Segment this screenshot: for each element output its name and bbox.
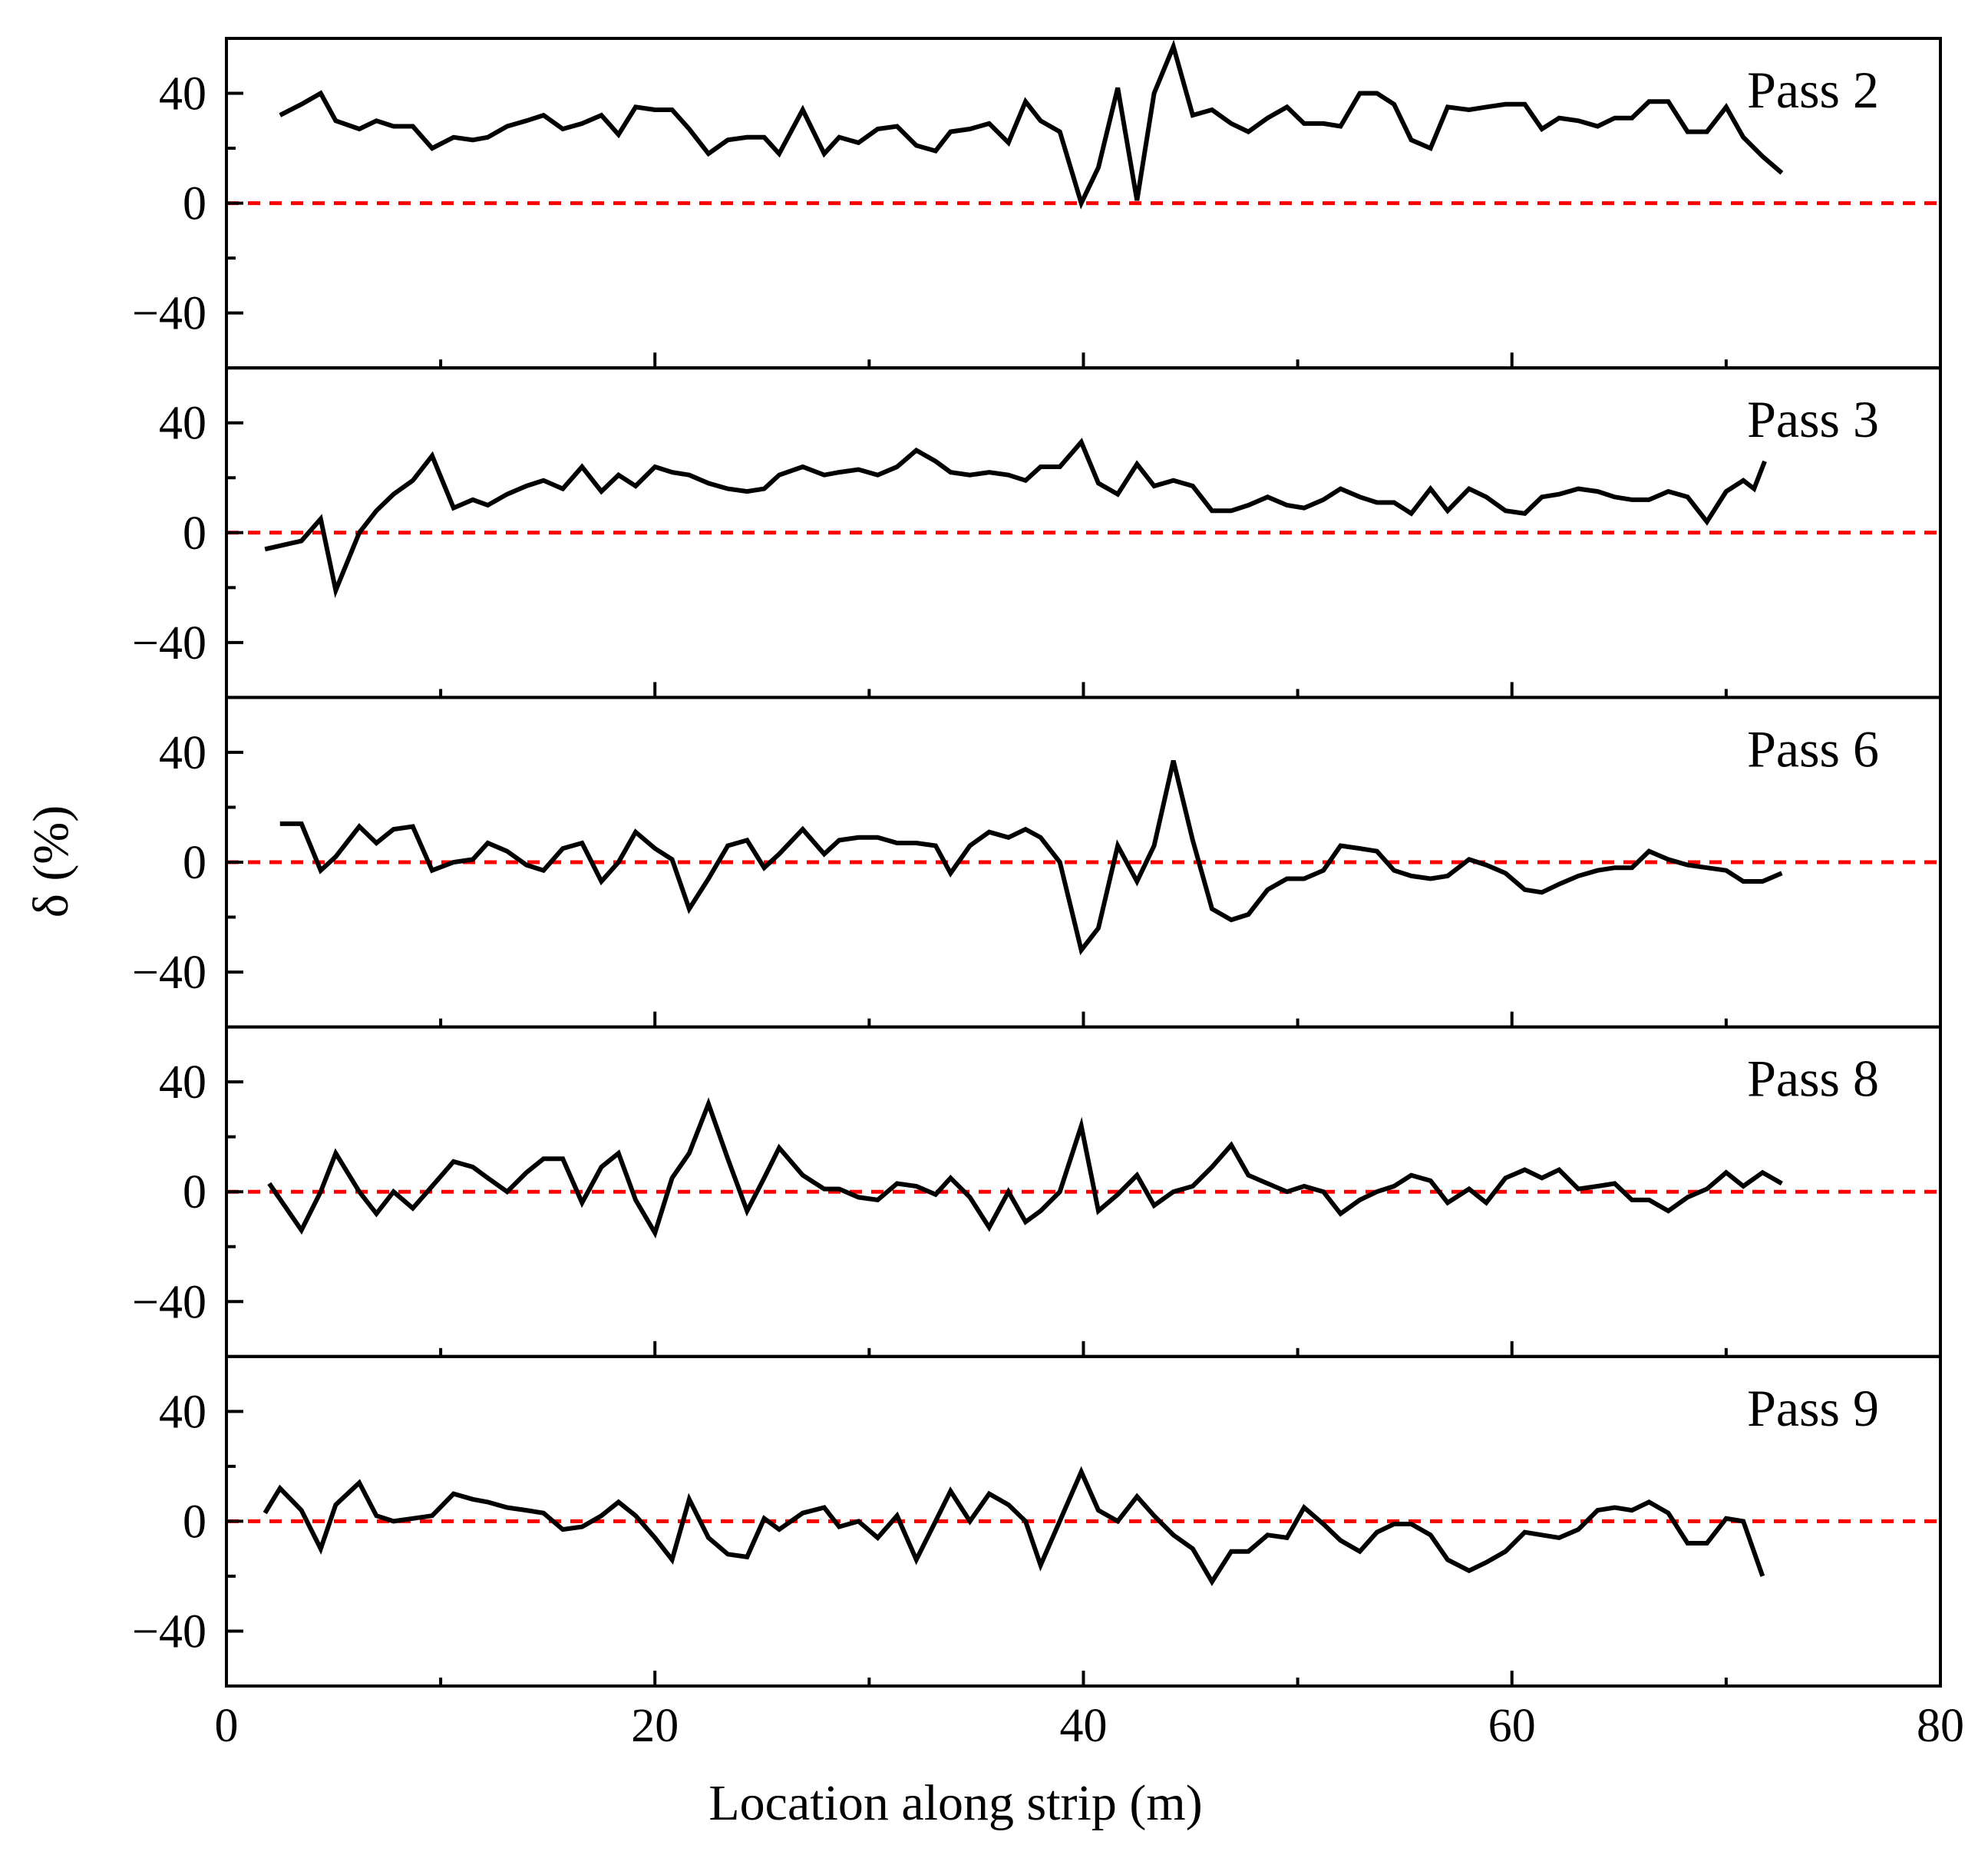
y-tick-label: −40 <box>132 288 206 340</box>
data-line <box>267 1097 1783 1239</box>
data-line <box>264 438 1767 599</box>
y-tick-label: 0 <box>183 507 206 560</box>
x-tick-label: 40 <box>1060 1700 1108 1752</box>
data-line <box>279 39 1784 210</box>
y-tick-label: 40 <box>159 68 206 121</box>
y-tick-label: −40 <box>132 947 206 999</box>
y-tick-label: 0 <box>183 1496 206 1548</box>
panel-label: Pass 2 <box>1747 61 1879 119</box>
x-tick-label: 0 <box>215 1700 239 1752</box>
y-tick-label: 0 <box>183 1166 206 1218</box>
x-tick-label: 60 <box>1488 1700 1536 1752</box>
x-axis-label: Location along strip (m) <box>708 1775 1202 1831</box>
data-line <box>279 759 1783 956</box>
panel-label: Pass 9 <box>1747 1379 1879 1437</box>
y-tick-label: 40 <box>159 1056 206 1109</box>
x-tick-label: 20 <box>631 1700 679 1752</box>
y-tick-label: 0 <box>183 178 206 230</box>
y-tick-label: −40 <box>132 1605 206 1658</box>
panel-frame <box>225 1354 1942 1688</box>
panel-label: Pass 8 <box>1747 1050 1879 1108</box>
panel-label: Pass 6 <box>1747 719 1879 778</box>
y-tick-label: −40 <box>132 617 206 669</box>
y-axis-label: δ (%) <box>23 805 79 918</box>
panel-label: Pass 3 <box>1747 390 1879 448</box>
y-tick-label: 40 <box>159 398 206 450</box>
panel-frame <box>225 366 1942 699</box>
y-tick-label: 40 <box>159 1386 206 1438</box>
y-tick-label: −40 <box>132 1276 206 1328</box>
data-line <box>263 1466 1765 1586</box>
y-tick-label: 0 <box>183 837 206 889</box>
x-tick-label: 80 <box>1917 1700 1964 1752</box>
panel-frame <box>225 1025 1942 1358</box>
y-tick-label: 40 <box>159 727 206 779</box>
